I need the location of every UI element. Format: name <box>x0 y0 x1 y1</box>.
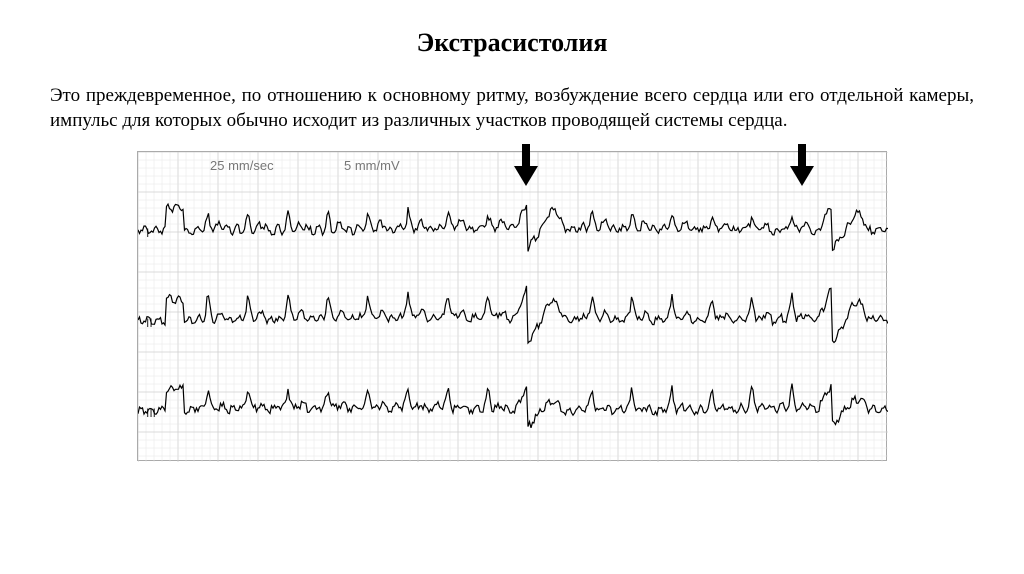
pvc-arrow-icon <box>512 144 540 186</box>
ecg-trace-lead-3 <box>138 152 888 462</box>
pvc-arrow-icon <box>788 144 816 186</box>
definition-paragraph: Это преждевременное, по отношению к осно… <box>50 84 974 133</box>
page-title: Экстрасистолия <box>50 28 974 58</box>
ecg-figure: 25 mm/sec 5 mm/mV I II III <box>137 151 887 461</box>
